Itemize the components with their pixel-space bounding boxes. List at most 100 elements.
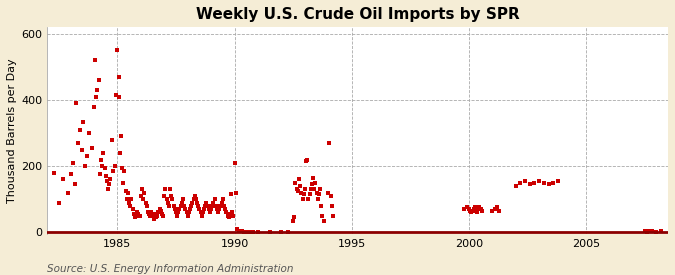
Point [207, 204, 218, 208]
Point [168, 204, 179, 208]
Point [180, 207, 191, 211]
Point [304, 192, 315, 196]
Point [74, 128, 85, 132]
Point [236, 229, 247, 233]
Point [323, 190, 333, 195]
Point [222, 214, 233, 218]
Point [90, 58, 101, 62]
Point [202, 204, 213, 208]
Point [198, 210, 209, 215]
Point [308, 175, 319, 180]
Point [126, 197, 137, 201]
Point [473, 207, 484, 211]
Point [290, 180, 301, 185]
Point [194, 207, 205, 211]
Point [198, 207, 209, 211]
Point [292, 189, 303, 193]
Point [155, 209, 166, 213]
Point [534, 179, 545, 183]
Point [464, 209, 475, 213]
Point [190, 197, 201, 201]
Point [200, 204, 211, 208]
Point [232, 227, 242, 231]
Point [103, 187, 113, 191]
Point [291, 187, 302, 191]
Point [325, 194, 336, 198]
Point [147, 214, 158, 218]
Point [178, 197, 188, 201]
Point [470, 209, 481, 213]
Point [201, 200, 212, 205]
Point [651, 229, 661, 234]
Point [120, 189, 131, 193]
Point [97, 164, 107, 168]
Point [316, 204, 327, 208]
Point [134, 214, 145, 218]
Point [182, 214, 193, 218]
Point [324, 141, 335, 145]
Point [548, 180, 559, 185]
Point [229, 161, 240, 165]
Point [219, 204, 230, 208]
Point [99, 166, 110, 170]
Point [639, 229, 650, 233]
Point [225, 192, 236, 196]
Point [145, 214, 156, 218]
Point [114, 151, 125, 155]
Point [58, 177, 69, 182]
Point [469, 205, 480, 210]
Point [289, 215, 300, 220]
Point [125, 204, 136, 208]
Point [153, 210, 164, 215]
Point [491, 205, 502, 210]
Point [227, 210, 238, 215]
Point [146, 210, 157, 215]
Point [214, 207, 225, 211]
Point [152, 214, 163, 218]
Point [553, 179, 564, 183]
Point [109, 164, 120, 168]
Point [464, 207, 475, 211]
Point [163, 204, 174, 208]
Point [466, 210, 477, 215]
Point [193, 204, 204, 208]
Title: Weekly U.S. Crude Oil Imports by SPR: Weekly U.S. Crude Oil Imports by SPR [196, 7, 520, 22]
Point [95, 172, 105, 177]
Point [165, 187, 176, 191]
Point [306, 182, 317, 186]
Point [309, 187, 320, 191]
Point [63, 190, 74, 195]
Point [529, 180, 540, 185]
Point [88, 104, 99, 109]
Point [128, 212, 139, 216]
Point [487, 209, 497, 213]
Point [107, 169, 118, 173]
Point [98, 151, 109, 155]
Point [106, 138, 117, 142]
Point [196, 214, 207, 218]
Point [217, 197, 228, 201]
Point [160, 187, 171, 191]
Point [158, 214, 169, 218]
Point [157, 212, 167, 216]
Point [186, 204, 196, 208]
Point [461, 205, 472, 210]
Point [78, 119, 89, 124]
Point [49, 170, 59, 175]
Point [315, 187, 325, 191]
Point [139, 190, 150, 195]
Point [86, 146, 97, 150]
Point [655, 229, 666, 233]
Point [203, 207, 214, 211]
Point [189, 194, 200, 198]
Point [136, 194, 146, 198]
Point [184, 210, 194, 215]
Point [179, 204, 190, 208]
Point [225, 212, 236, 216]
Point [141, 204, 152, 208]
Point [111, 93, 122, 97]
Point [112, 48, 123, 53]
Point [130, 215, 140, 220]
Point [117, 166, 128, 170]
Point [459, 207, 470, 211]
